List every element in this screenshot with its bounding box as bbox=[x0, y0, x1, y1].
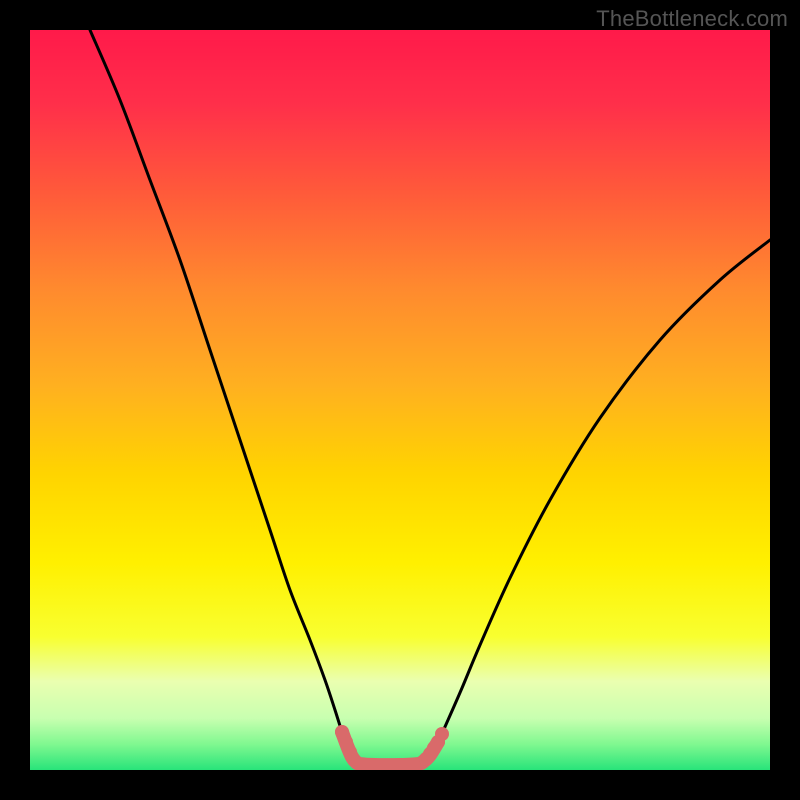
valley-marker bbox=[435, 727, 449, 741]
gradient-background bbox=[30, 30, 770, 770]
chart-frame: TheBottleneck.com bbox=[0, 0, 800, 800]
plot-area bbox=[30, 30, 770, 770]
watermark-text: TheBottleneck.com bbox=[596, 6, 788, 32]
valley-marker bbox=[347, 753, 361, 767]
plot-svg bbox=[30, 30, 770, 770]
